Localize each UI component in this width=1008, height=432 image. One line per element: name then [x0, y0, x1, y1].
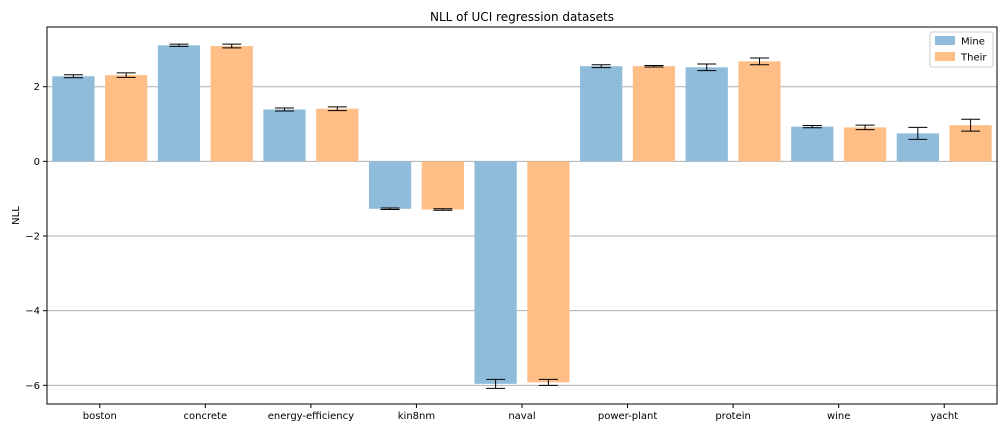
x-tick-label: naval	[508, 411, 535, 422]
bar-mine-energy-efficiency	[263, 109, 306, 162]
x-axis: boston concrete energy-efficiency kin8nm nav…	[83, 404, 958, 422]
bar-their-concrete	[210, 46, 253, 162]
legend: Mine Their	[929, 31, 994, 68]
bar-their-boston	[105, 75, 148, 162]
error-bars	[63, 43, 981, 389]
y-axis-label: NLL	[11, 206, 22, 225]
x-tick-label: boston	[83, 411, 117, 422]
x-tick-label: kin8nm	[398, 411, 435, 422]
y-axis: −6 −4 −2 0 2	[25, 82, 47, 392]
bar-their-wine	[843, 127, 887, 162]
bar-their-kin8nm	[421, 161, 464, 210]
y-tick-label: 2	[34, 82, 40, 93]
x-tick-label: yacht	[930, 411, 958, 422]
bar-mine-kin8nm	[368, 161, 412, 209]
bar-mine-naval	[474, 161, 517, 384]
bar-mine-wine	[791, 126, 834, 162]
x-tick-label: power-plant	[598, 411, 657, 422]
bar-mine-protein	[685, 67, 728, 162]
y-tick-label: 0	[34, 157, 40, 168]
bar-their-power-plant	[632, 66, 676, 162]
y-tick-label: −4	[25, 306, 40, 317]
bar-their-naval	[527, 161, 570, 383]
y-tick-label: −6	[25, 381, 40, 392]
legend-label-their: Their	[960, 53, 987, 64]
x-tick-label: wine	[827, 411, 850, 422]
x-tick-label: concrete	[184, 411, 228, 422]
grid	[47, 86, 997, 386]
x-tick-label: protein	[715, 411, 751, 422]
bar-mine-boston	[52, 76, 95, 162]
bar-their-energy-efficiency	[316, 108, 359, 162]
x-tick-label: energy-efficiency	[268, 411, 354, 422]
chart-title: NLL of UCI regression datasets	[430, 10, 614, 24]
y-tick-label: −2	[25, 232, 40, 243]
bar-mine-concrete	[157, 45, 201, 162]
legend-swatch-their	[935, 52, 955, 61]
legend-label-mine: Mine	[961, 37, 985, 48]
bars	[52, 45, 992, 384]
legend-swatch-mine	[935, 36, 955, 45]
bar-mine-power-plant	[580, 66, 623, 162]
bar-their-protein	[738, 61, 781, 162]
